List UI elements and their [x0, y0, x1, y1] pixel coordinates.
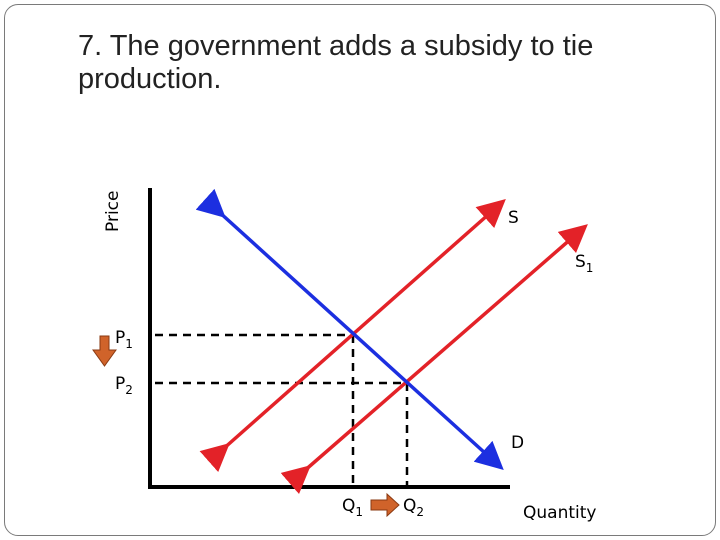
right-arrow-icon — [370, 492, 400, 518]
x-axis-label: Quantity — [523, 503, 596, 523]
label-q1: Q1 — [342, 496, 363, 519]
label-d: D — [511, 433, 524, 453]
label-q2: Q2 — [403, 496, 424, 519]
equilibrium-guides — [155, 333, 409, 485]
label-s1: S1 — [575, 252, 593, 275]
label-s: S — [508, 208, 519, 228]
supply-curve-s — [199, 199, 506, 473]
label-p1: P1 — [115, 328, 133, 351]
y-axis-label: Price — [103, 191, 123, 232]
label-p2: P2 — [115, 374, 133, 397]
slide-title: 7. The government adds a subsidy to tie … — [78, 30, 594, 95]
demand-curve — [195, 188, 504, 471]
down-arrow-icon — [92, 335, 117, 367]
supply-curve-s1 — [280, 224, 588, 495]
